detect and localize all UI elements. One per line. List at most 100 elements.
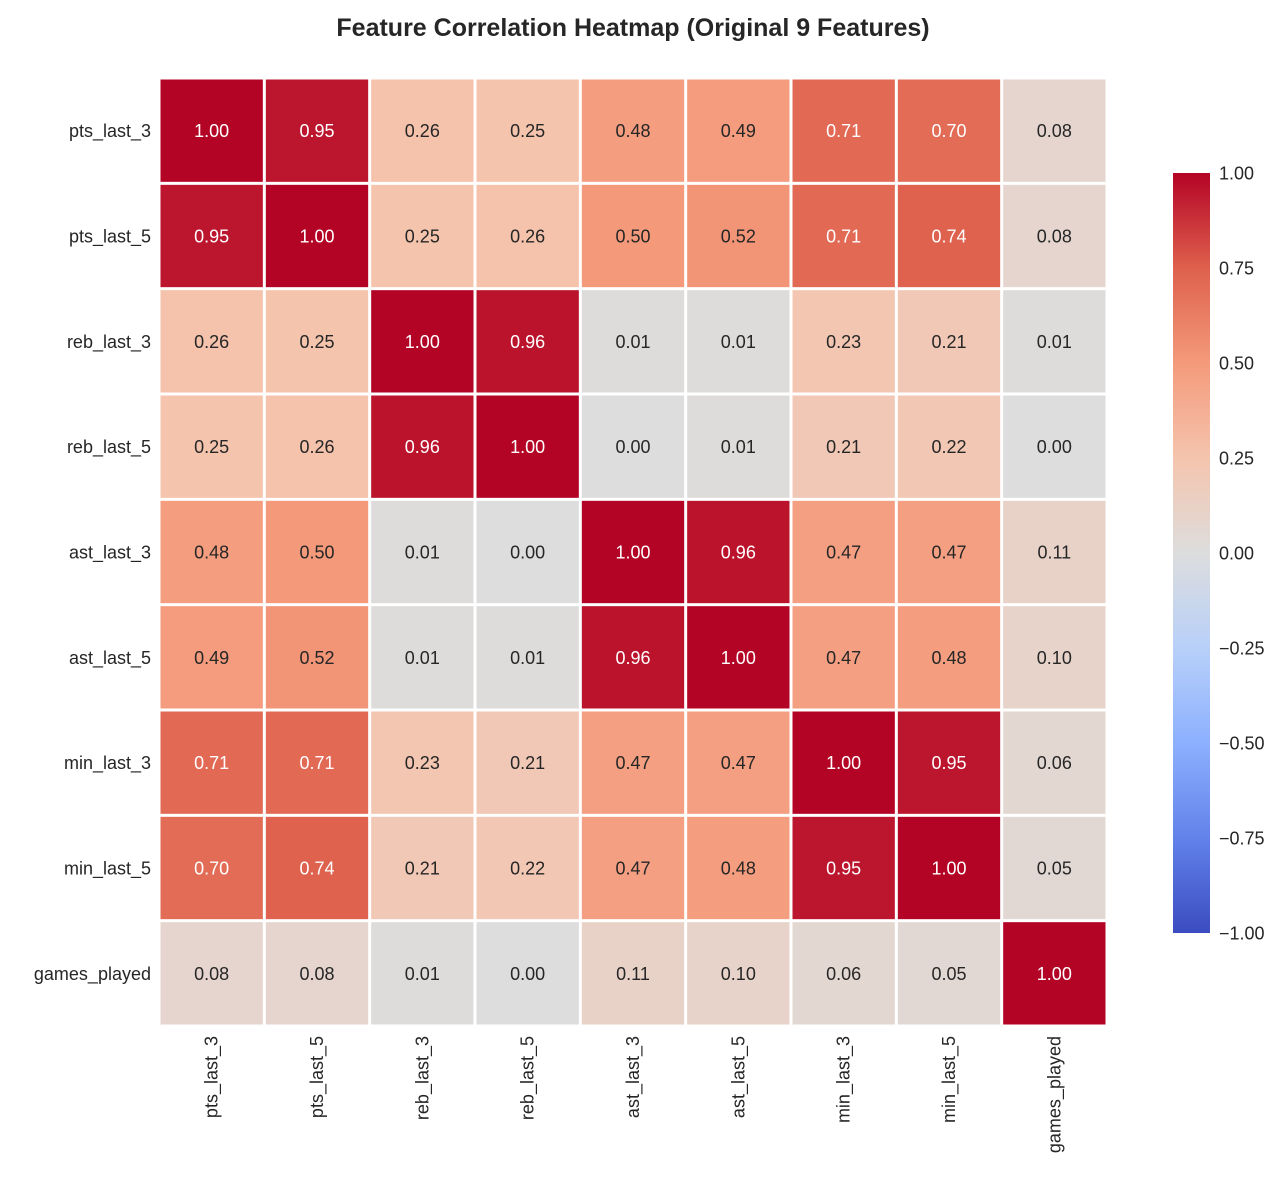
heatmap-cell (687, 500, 790, 604)
cell-value-label: 0.21 (826, 437, 861, 457)
cell-value-label: 0.48 (721, 859, 756, 879)
cell-value-label: 0.52 (299, 648, 334, 668)
cell-value-label: 0.08 (1037, 227, 1072, 247)
cell-value-label: 0.47 (615, 859, 650, 879)
heatmap-cell (687, 184, 790, 288)
column-tick-label: min_last_5 (939, 1036, 960, 1123)
colorbar-tick-label: −1.00 (1219, 924, 1265, 944)
column-tick-label: pts_last_3 (202, 1036, 223, 1118)
heatmap-cell (1003, 184, 1106, 288)
colorbar-tick-label: −0.50 (1219, 734, 1265, 754)
heatmap-cell (160, 395, 263, 498)
heatmap-cell (897, 500, 1001, 604)
heatmap-cell (476, 184, 579, 288)
cell-value-label: 0.06 (1037, 753, 1072, 773)
cell-value-label: 0.26 (510, 227, 545, 247)
row-tick-label: reb_last_5 (67, 437, 151, 458)
heatmap-cell (897, 290, 1001, 393)
row-tick-label: ast_last_3 (69, 543, 151, 564)
cell-value-label: 0.96 (615, 648, 650, 668)
heatmap-cell (792, 500, 895, 604)
cell-value-label: 0.71 (299, 753, 334, 773)
cell-value-label: 0.47 (615, 753, 650, 773)
heatmap-cell (1003, 606, 1106, 709)
cell-value-label: 0.22 (931, 437, 966, 457)
cell-value-label: 0.21 (931, 332, 966, 352)
cell-value-label: 0.10 (1037, 648, 1072, 668)
heatmap-cell (1003, 290, 1106, 393)
cell-value-label: 0.47 (931, 543, 966, 563)
colorbar-tick-label: 0.50 (1219, 354, 1254, 374)
heatmap-cell (371, 816, 474, 920)
cell-value-label: 0.01 (405, 543, 440, 563)
cell-value-label: 0.00 (510, 543, 545, 563)
cell-value-label: 0.01 (510, 648, 545, 668)
heatmap-cell (897, 711, 1001, 814)
cell-value-label: 0.26 (299, 437, 334, 457)
cell-value-label: 1.00 (299, 227, 334, 247)
column-tick-label: reb_last_3 (412, 1036, 433, 1120)
cell-value-label: 0.00 (1037, 437, 1072, 457)
heatmap-cell (581, 606, 685, 709)
cell-value-label: 0.26 (194, 332, 229, 352)
heatmap-cell (1003, 79, 1106, 182)
column-tick-labels: pts_last_3 pts_last_5 reb_last_3 reb_last_5… (202, 1036, 1066, 1153)
cell-value-label: 0.74 (931, 227, 966, 247)
cell-value-label: 0.71 (826, 227, 861, 247)
cell-value-label: 0.01 (405, 964, 440, 984)
heatmap-cell (265, 500, 369, 604)
column-tick-label: ast_last_3 (623, 1036, 644, 1118)
colorbar-tick-label: 0.75 (1219, 259, 1254, 279)
heatmap-cell (371, 184, 474, 288)
heatmap-cell (265, 606, 369, 709)
chart-title: Feature Correlation Heatmap (Original 9 … (336, 14, 929, 42)
colorbar-tick-label: 1.00 (1219, 164, 1254, 184)
heatmap-cell (371, 606, 474, 709)
heatmap-cell (687, 606, 790, 709)
heatmap-cell (581, 184, 685, 288)
cell-value-label: 0.25 (299, 332, 334, 352)
heatmap-cell (792, 184, 895, 288)
heatmap-cell (476, 79, 579, 182)
heatmap-cell (897, 922, 1001, 1025)
cell-value-label: 1.00 (615, 543, 650, 563)
heatmap-cell (792, 606, 895, 709)
cell-value-label: 0.48 (194, 543, 229, 563)
heatmap-cell (160, 816, 263, 920)
row-tick-labels: pts_last_3 pts_last_5 reb_last_3 reb_last_5… (34, 121, 151, 985)
colorbar: 1.00 0.75 0.50 0.25 0.00 −0.25 −0.50 −0.75 −1.00 (1173, 164, 1265, 944)
cell-value-label: 0.48 (931, 648, 966, 668)
cell-value-label: 0.05 (931, 964, 966, 984)
cell-value-label: 0.01 (615, 332, 650, 352)
cell-value-label: 0.10 (721, 964, 756, 984)
cell-value-label: 0.49 (721, 121, 756, 141)
heatmap-cell (160, 922, 263, 1025)
cell-value-label: 0.25 (405, 227, 440, 247)
row-tick-label: min_last_5 (64, 859, 151, 880)
colorbar-tick-label: 0.00 (1219, 544, 1254, 564)
heatmap-cell (476, 711, 579, 814)
heatmap-cell (371, 500, 474, 604)
heatmap-cell (476, 606, 579, 709)
cell-value-label: 0.00 (510, 964, 545, 984)
cell-value-label: 0.95 (931, 753, 966, 773)
heatmap-cell (792, 79, 895, 182)
heatmap-cell (476, 395, 579, 498)
heatmap-cell (897, 816, 1001, 920)
heatmap-cell (581, 290, 685, 393)
cell-value-label: 0.52 (721, 227, 756, 247)
row-tick-label: games_played (34, 964, 151, 985)
cell-value-label: 0.25 (510, 121, 545, 141)
heatmap-cell (265, 395, 369, 498)
heatmap-cell (371, 395, 474, 498)
cell-value-label: 0.25 (194, 437, 229, 457)
cell-value-label: 0.95 (826, 859, 861, 879)
cell-value-label: 0.95 (299, 121, 334, 141)
heatmap-cell (160, 606, 263, 709)
heatmap-cell (792, 922, 895, 1025)
cell-value-label: 0.95 (194, 227, 229, 247)
cell-value-label: 0.01 (1037, 332, 1072, 352)
heatmap-cell (792, 711, 895, 814)
